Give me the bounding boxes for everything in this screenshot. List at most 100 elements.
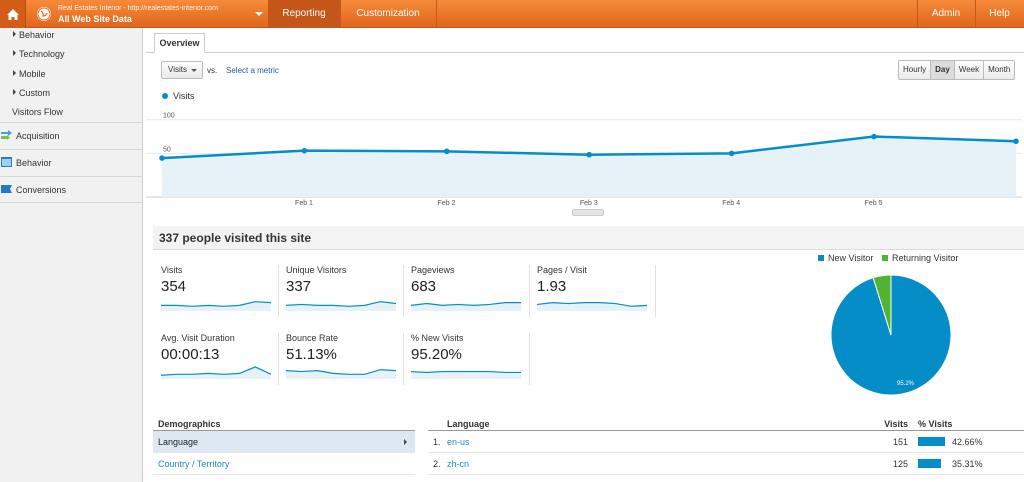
- pie-slice-label: 95.2%: [897, 381, 915, 387]
- sidebar-item-custom[interactable]: Custom: [13, 88, 50, 98]
- visits-value: 151: [892, 437, 908, 447]
- metric-value: 95.20%: [411, 346, 462, 363]
- data-point[interactable]: [301, 147, 308, 154]
- metric-pages-per-visit[interactable]: Pages / Visit 1.93: [529, 265, 651, 315]
- data-point[interactable]: [586, 151, 592, 158]
- metric-label: Avg. Visit Duration: [161, 333, 235, 343]
- sparkline-line: [161, 301, 271, 307]
- sidebar-section-conversions[interactable]: Conversions: [0, 176, 143, 203]
- top-divider: [436, 0, 437, 28]
- tab-overview[interactable]: Overview: [154, 33, 205, 53]
- x-tick-label: Feb 1: [295, 200, 313, 207]
- sparkline: [411, 370, 521, 379]
- row-number: 1.: [433, 437, 441, 447]
- top-divider: [975, 0, 976, 28]
- home-icon: [7, 9, 19, 20]
- sidebar-section-acquisition[interactable]: Acquisition: [0, 122, 143, 149]
- metric-label: Pageviews: [411, 265, 455, 275]
- help-link[interactable]: Help: [989, 8, 1010, 19]
- month-button[interactable]: Month: [984, 61, 1015, 79]
- demographics-item-country[interactable]: Country / Territory: [153, 453, 415, 475]
- y-tick-label: 50: [163, 146, 171, 153]
- metric-visits[interactable]: Visits 354: [153, 265, 275, 315]
- sparkline: [411, 302, 521, 311]
- demographics-item-language[interactable]: Language: [153, 431, 415, 453]
- sparkline: [161, 366, 271, 379]
- day-button[interactable]: Day: [931, 61, 955, 79]
- time-granularity-buttons: Hourly Day Week Month: [898, 60, 1016, 80]
- caret-right-icon: [404, 439, 407, 445]
- sidebar-item-technology[interactable]: Technology: [13, 49, 65, 59]
- data-point[interactable]: [728, 150, 735, 157]
- chart-resize-handle[interactable]: [572, 209, 604, 216]
- sidebar-item-mobile[interactable]: Mobile: [13, 69, 46, 79]
- demographics-item-label: Country / Territory: [158, 459, 230, 469]
- metric-pageviews[interactable]: Pageviews 683: [403, 265, 525, 315]
- account-selector[interactable]: Real Estates Interior - http://realestat…: [58, 4, 218, 24]
- metric-label: Pages / Visit: [537, 265, 587, 275]
- sidebar: Behavior Technology Mobile Custom Visito…: [0, 28, 143, 482]
- select-metric-link[interactable]: Select a metric: [226, 66, 279, 75]
- tab-reporting[interactable]: Reporting: [268, 0, 340, 28]
- metric-divider: [529, 333, 530, 385]
- sidebar-section-behavior[interactable]: Behavior: [0, 149, 143, 176]
- data-point[interactable]: [1013, 138, 1019, 145]
- table-row: 2. zh-cn 125 35.31%: [428, 453, 1024, 475]
- sidebar-item-visitors-flow[interactable]: Visitors Flow: [12, 107, 63, 117]
- header-divider: [428, 430, 1024, 431]
- admin-link[interactable]: Admin: [931, 8, 961, 19]
- metric-unique-visitors[interactable]: Unique Visitors 337: [278, 265, 400, 315]
- x-tick-label: Feb 4: [722, 200, 740, 207]
- metric-avg-visit-duration[interactable]: Avg. Visit Duration 00:00:13: [153, 333, 275, 383]
- tab-customization[interactable]: Customization: [356, 8, 420, 19]
- data-point[interactable]: [444, 148, 450, 155]
- sparkline-line: [286, 301, 396, 307]
- visits-value: 125: [892, 459, 908, 469]
- language-link[interactable]: en-us: [447, 437, 470, 447]
- tab-divider: [146, 52, 1024, 53]
- sparkline: [286, 301, 396, 311]
- chart-legend-label: Visits: [173, 91, 195, 101]
- chevron-down-icon: [191, 69, 197, 72]
- x-tick-label: Feb 2: [437, 200, 455, 207]
- legend-marker: [162, 93, 168, 99]
- data-point[interactable]: [871, 133, 877, 140]
- sidebar-section-label: Conversions: [16, 185, 67, 195]
- metric-divider: [529, 265, 530, 317]
- metric-divider: [278, 333, 279, 385]
- home-button[interactable]: [0, 0, 26, 28]
- caret-right-icon: [13, 50, 16, 56]
- metric-bounce-rate[interactable]: Bounce Rate 51.13%: [278, 333, 400, 383]
- x-tick-label: Feb 3: [580, 200, 598, 207]
- pie-legend-returning: Returning Visitor: [882, 253, 958, 263]
- sparkline-area: [411, 302, 521, 311]
- pct-visits-value: 35.31%: [952, 459, 983, 469]
- metric-divider: [278, 265, 279, 317]
- hourly-button[interactable]: Hourly: [899, 61, 932, 79]
- metric-pct-new-visits[interactable]: % New Visits 95.20%: [403, 333, 525, 383]
- pie-slice-returning-visitor[interactable]: [872, 274, 892, 336]
- top-divider: [917, 0, 918, 28]
- metric-label: Bounce Rate: [286, 333, 339, 343]
- metric-value: 1.93: [537, 278, 567, 295]
- top-bar: Real Estates Interior - http://realestat…: [0, 0, 1024, 28]
- behavior-icon: [1, 157, 12, 167]
- metric-select-value: Visits: [168, 65, 187, 74]
- demographics-item-label: Language: [158, 437, 199, 447]
- data-point[interactable]: [159, 155, 165, 161]
- metric-value: 51.13%: [286, 346, 337, 363]
- chevron-down-icon[interactable]: [255, 12, 263, 16]
- metric-select[interactable]: Visits: [161, 61, 203, 79]
- metric-value: 683: [411, 278, 437, 295]
- y-tick-label: 100: [163, 113, 175, 120]
- metric-label: % New Visits: [411, 333, 464, 343]
- conversions-icon: [1, 185, 12, 193]
- sidebar-item-behavior[interactable]: Behavior: [13, 30, 55, 40]
- metric-divider: [403, 333, 404, 385]
- vs-label: vs.: [207, 66, 218, 75]
- week-button[interactable]: Week: [954, 61, 985, 79]
- language-link[interactable]: zh-cn: [447, 459, 470, 469]
- summary-headline: 337 people visited this site: [153, 226, 1024, 250]
- sparkline: [286, 369, 396, 379]
- sparkline-area: [537, 302, 647, 311]
